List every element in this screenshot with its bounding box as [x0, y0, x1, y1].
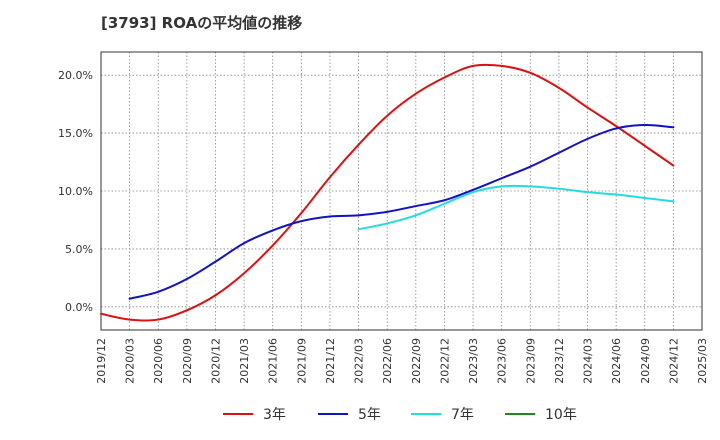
x-tick-label: 2023/06 — [496, 338, 509, 384]
series-line-1 — [128, 123, 675, 300]
x-tick-label: 2021/03 — [238, 338, 251, 384]
series-lines — [100, 63, 675, 322]
x-tick-label: 2025/03 — [696, 338, 709, 384]
x-tick-label: 2023/03 — [467, 338, 480, 384]
x-tick-label: 2020/06 — [152, 338, 165, 384]
y-tick-label: 0.0% — [65, 301, 93, 314]
x-tick-label: 2022/03 — [353, 338, 366, 384]
legend: 3年 5年 7年 10年 — [223, 407, 577, 423]
legend-label: 3年 — [263, 407, 286, 423]
y-tick-label: 5.0% — [65, 243, 93, 256]
x-axis-ticks: 2019/12 2020/03 2020/06 2020/09 2020/12 2021/… — [95, 338, 709, 384]
x-tick-label: 2021/09 — [295, 338, 308, 384]
x-tick-label: 2024/06 — [610, 338, 623, 384]
x-tick-label: 2023/09 — [524, 338, 537, 384]
x-tick-label: 2020/09 — [181, 338, 194, 384]
series-line-0 — [100, 63, 675, 322]
x-tick-label: 2024/03 — [582, 338, 595, 384]
x-tick-label: 2023/12 — [553, 338, 566, 384]
y-tick-label: 20.0% — [58, 69, 93, 82]
x-tick-label: 2019/12 — [95, 338, 108, 384]
legend-label: 10年 — [545, 407, 577, 423]
x-tick-label: 2022/12 — [438, 338, 451, 384]
chart-title: [3793] ROAの平均値の推移 — [101, 14, 303, 32]
x-tick-label: 2021/06 — [267, 338, 280, 384]
y-tick-label: 10.0% — [58, 185, 93, 198]
plot-border — [100, 51, 703, 331]
x-tick-label: 2022/06 — [381, 338, 394, 384]
series-line-2 — [357, 184, 675, 231]
x-tick-label: 2021/12 — [324, 338, 337, 384]
x-tick-label: 2022/09 — [410, 338, 423, 384]
y-tick-label: 15.0% — [58, 127, 93, 140]
legend-label: 5年 — [358, 407, 381, 423]
y-axis-ticks: 0.0% 5.0% 10.0% 15.0% 20.0% — [58, 69, 93, 314]
x-tick-label: 2020/12 — [209, 338, 222, 384]
x-tick-label: 2024/12 — [667, 338, 680, 384]
plot-background — [101, 52, 702, 330]
x-tick-label: 2024/09 — [639, 338, 652, 384]
x-tick-label: 2020/03 — [124, 338, 137, 384]
legend-label: 7年 — [451, 407, 474, 423]
